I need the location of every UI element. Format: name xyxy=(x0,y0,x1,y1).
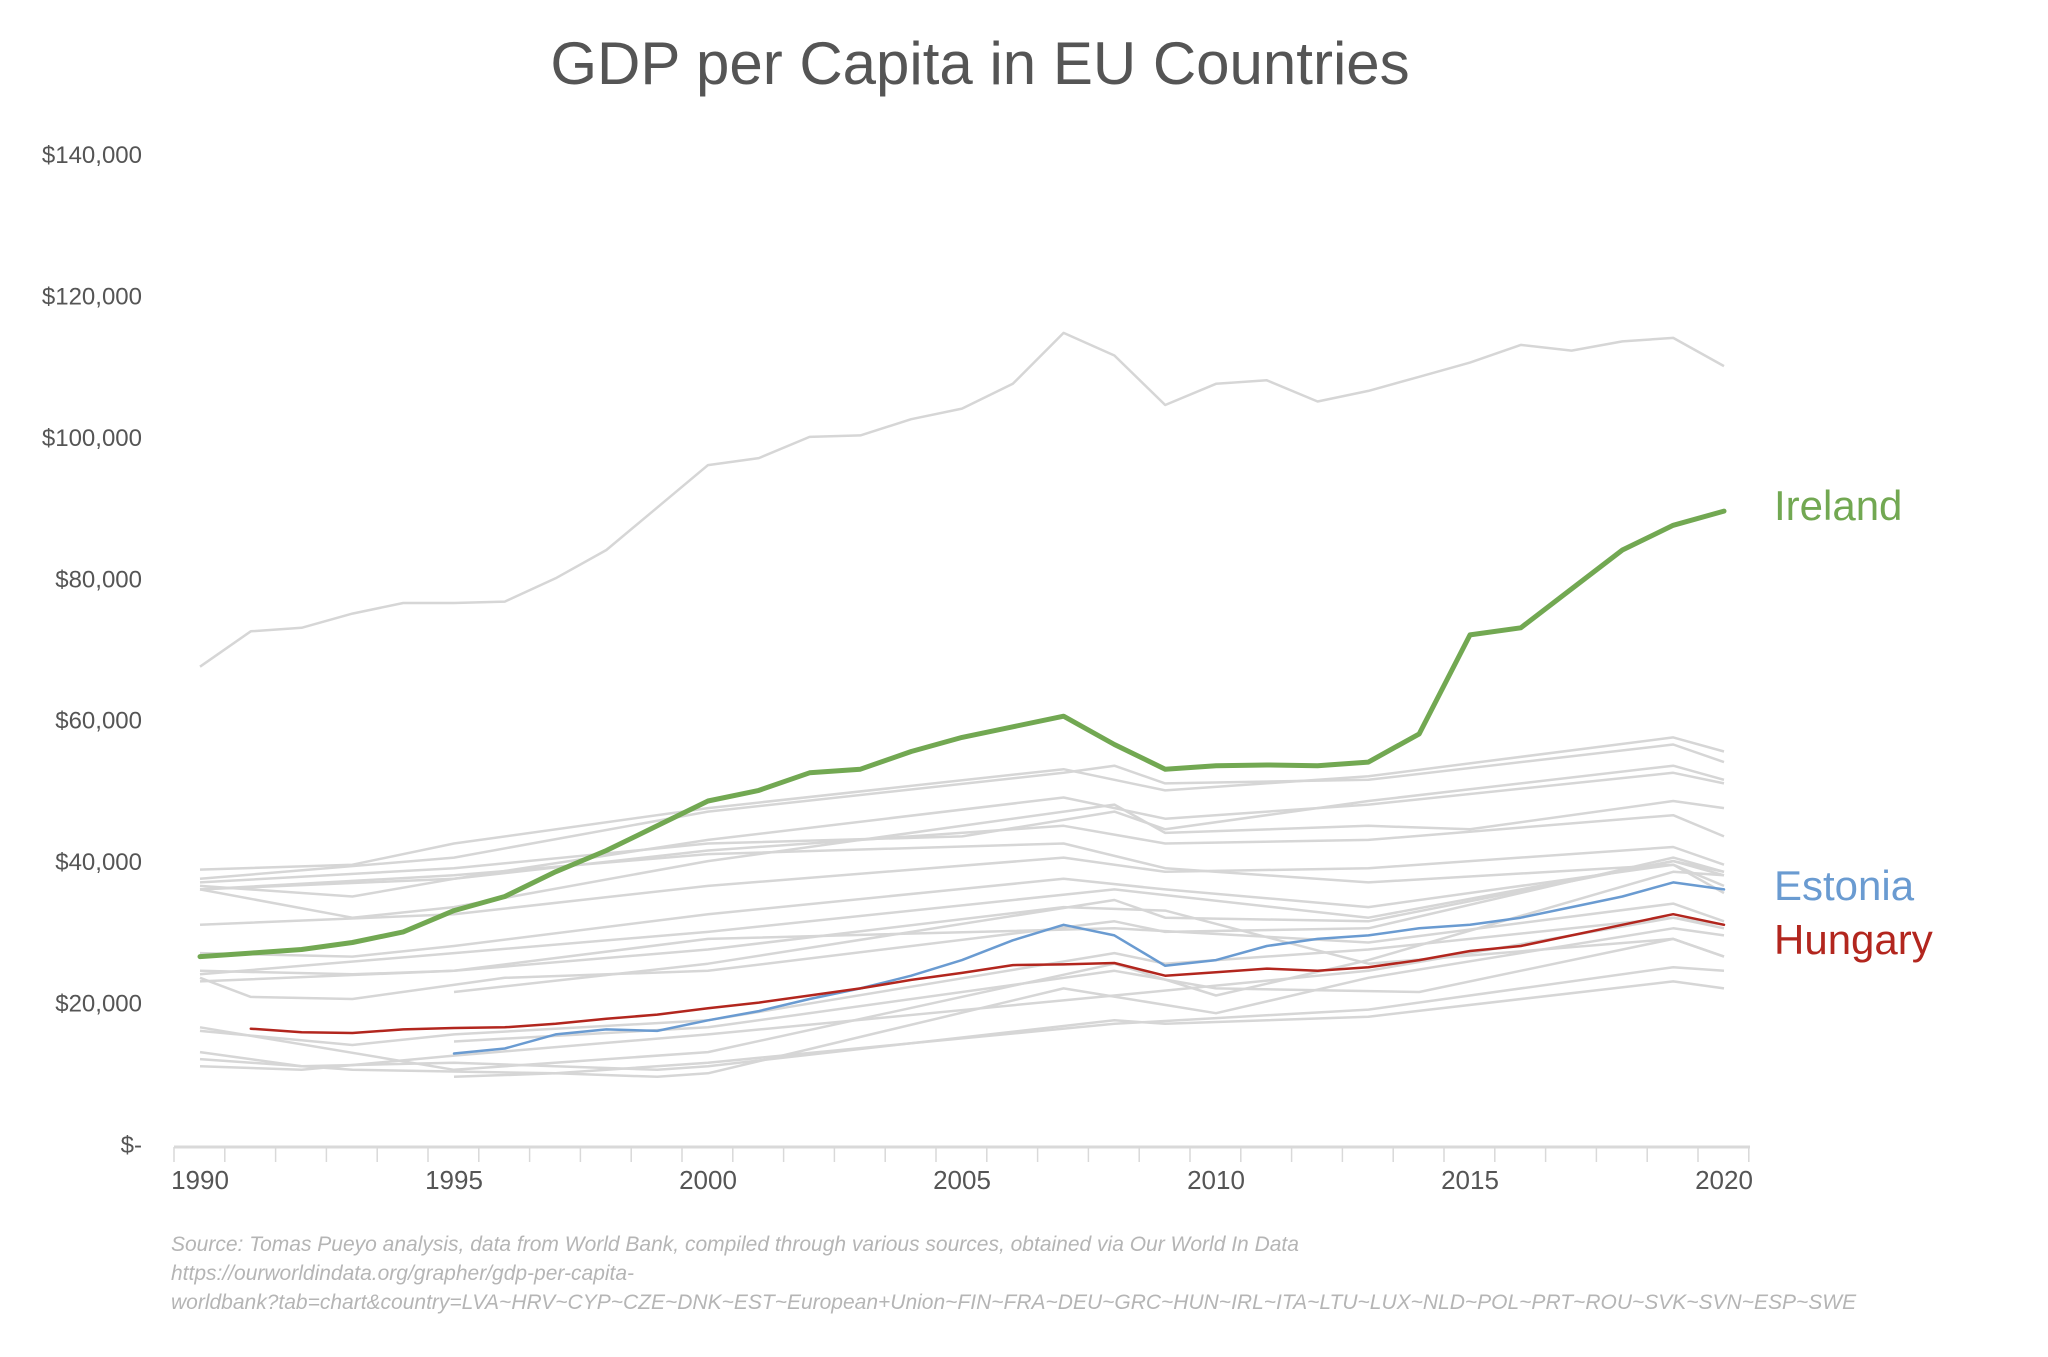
series-line-fin xyxy=(199,799,1725,919)
highlighted-series: Ireland Estonia Hungary xyxy=(197,482,1933,1055)
series-line-ireland xyxy=(197,508,1727,960)
chart-title: GDP per Capita in EU Countries xyxy=(550,30,1409,97)
series-label-estonia: Estonia xyxy=(1774,862,1915,909)
source-note: Source: Tomas Pueyo analysis, data from … xyxy=(171,1233,1299,1256)
source-url-2[interactable]: worldbank?tab=chart&country=LVA~HRV~CYP~… xyxy=(171,1291,1857,1314)
y-tick-label: $- xyxy=(121,1132,142,1159)
series-line-cze xyxy=(199,856,1725,1001)
y-axis: $- $20,000 $40,000 $60,000 $80,000 $100,000 $1… xyxy=(42,142,142,1159)
x-axis: 1990 1995 2000 2005 2010 2015 2020 xyxy=(171,1145,1753,1195)
series-line-svn xyxy=(453,859,1725,994)
series-line-svk xyxy=(199,916,1725,1047)
series-label-ireland: Ireland xyxy=(1774,482,1902,529)
series-line-dnk xyxy=(199,736,1725,871)
series-line-hrv xyxy=(453,937,1725,1043)
y-tick-label: $60,000 xyxy=(55,708,142,735)
series-line-nld xyxy=(199,743,1725,881)
y-tick-label: $100,000 xyxy=(42,425,142,452)
series-line-bgr xyxy=(199,965,1725,1075)
x-tick-label: 1995 xyxy=(425,1165,483,1195)
y-tick-label: $40,000 xyxy=(55,849,142,876)
y-tick-label: $120,000 xyxy=(42,283,142,310)
series-line-lux xyxy=(199,331,1725,668)
x-tick-label: 1990 xyxy=(171,1165,229,1195)
series-line-fra xyxy=(199,813,1725,891)
y-tick-label: $20,000 xyxy=(55,991,142,1018)
series-line-swe xyxy=(199,771,1725,898)
x-tick-label: 2005 xyxy=(933,1165,991,1195)
x-tick-label: 2000 xyxy=(679,1165,737,1195)
x-tick-label: 2020 xyxy=(1695,1165,1753,1195)
series-line-lva xyxy=(453,927,1725,1079)
series-line-ita xyxy=(199,842,1725,891)
series-line-estonia xyxy=(452,881,1726,1055)
series-line-rou xyxy=(199,980,1725,1072)
background-series xyxy=(199,331,1725,1079)
source-url-1[interactable]: https://ourworldindata.org/grapher/gdp-p… xyxy=(171,1262,635,1285)
series-line-deu xyxy=(199,764,1725,884)
series-label-hungary: Hungary xyxy=(1774,916,1933,963)
x-tick-label: 2010 xyxy=(1187,1165,1245,1195)
series-line-prt xyxy=(199,902,1725,983)
y-tick-label: $140,000 xyxy=(42,142,142,169)
series-line-european-union xyxy=(199,845,1725,927)
y-tick-label: $80,000 xyxy=(55,566,142,593)
series-line-hungary xyxy=(249,912,1726,1035)
x-tick-label: 2015 xyxy=(1441,1165,1499,1195)
